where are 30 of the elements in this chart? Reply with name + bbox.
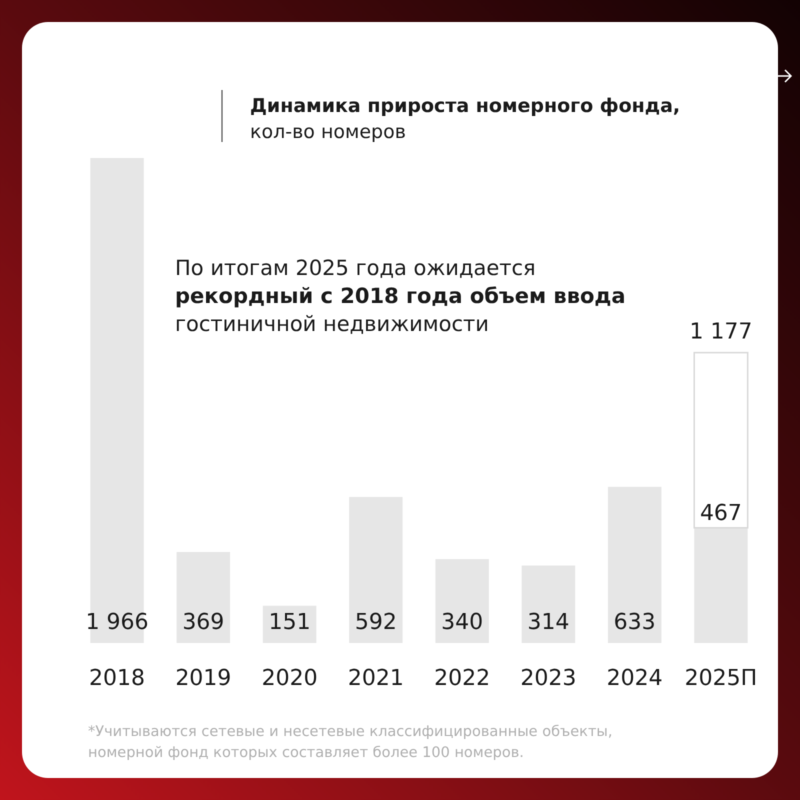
data-label: 1 966 xyxy=(86,610,149,635)
bar xyxy=(435,559,489,643)
bar xyxy=(694,528,748,643)
annotation: гостиничной недвижимости xyxy=(175,312,489,336)
data-label: 369 xyxy=(182,610,224,635)
x-tick-label: 2020 xyxy=(262,666,318,691)
text: *Учитываются сетевые и несетевые классифицированные объекты, номерной фонд которых составляет более 100 номеров. xyxy=(88,724,612,761)
data-label: 151 xyxy=(268,610,311,635)
data-label: 592 xyxy=(354,610,397,635)
annotation: рекордный с 2018 года объем ввода xyxy=(175,284,626,308)
data-label: 340 xyxy=(441,610,484,635)
x-tick-label: 2018 xyxy=(89,666,146,691)
annotation: По итогам 2025 года ожидается xyxy=(175,256,536,280)
bar xyxy=(608,486,662,643)
bar xyxy=(693,352,748,529)
x-tick-label: 2022 xyxy=(434,666,490,691)
bar xyxy=(349,496,403,643)
data-label: 633 xyxy=(614,610,656,635)
x-tick-label: 2024 xyxy=(606,666,663,691)
x-tick-label: 2025П xyxy=(684,666,758,691)
bar xyxy=(176,552,230,643)
x-tick-label: 2019 xyxy=(175,666,232,691)
data-label: 314 xyxy=(527,610,570,635)
chart-title: Динамика прироста номерного фонда, xyxy=(250,95,680,117)
total-label: 1 177 xyxy=(689,320,752,345)
x-tick-label: 2021 xyxy=(348,666,404,691)
x-tick-label: 2023 xyxy=(520,666,576,691)
bar xyxy=(522,566,576,643)
data-label: 467 xyxy=(700,500,742,526)
chart-subtitle: кол-во номеров xyxy=(250,121,406,143)
